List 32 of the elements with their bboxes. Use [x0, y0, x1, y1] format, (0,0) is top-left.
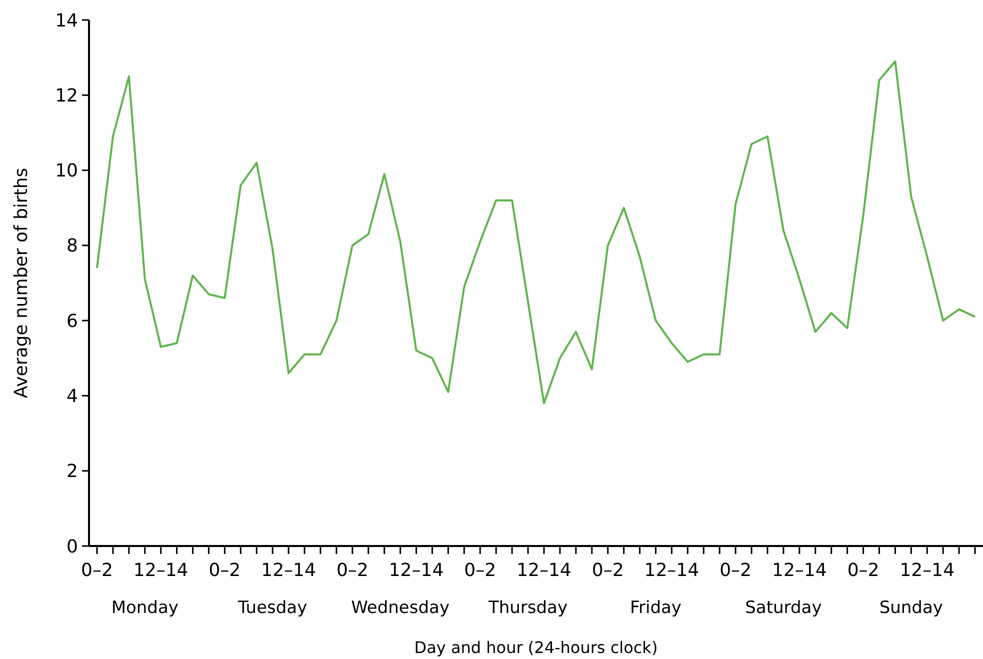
x-tick-label: 12–14 — [772, 560, 827, 581]
x-tick-label: 0–2 — [847, 560, 880, 581]
x-tick-label: 0–2 — [208, 560, 241, 581]
text: Wednesday — [351, 598, 450, 618]
y-tick-label: 0 — [66, 536, 78, 558]
y-tick-label: 4 — [66, 386, 78, 408]
x-tick-label: 0–2 — [720, 560, 752, 581]
x-tick-label: 12–14 — [261, 560, 316, 581]
x-tick-label: 12–14 — [388, 560, 444, 581]
x-axis-title: Day and hour (24-hours clock) — [414, 638, 658, 657]
x-tick-label: 0–2 — [464, 560, 496, 581]
text: Friday — [630, 598, 682, 618]
y-tick-label: 10 — [55, 160, 78, 182]
y-tick-label: 12 — [55, 85, 78, 106]
line-series — [96, 60, 976, 404]
text: Monday — [111, 598, 178, 618]
x-tick-label: 12–14 — [900, 560, 955, 581]
x-tick-label: 0–2 — [336, 560, 368, 581]
text: Thursday — [487, 598, 568, 618]
text: Tuesday — [237, 598, 308, 618]
x-tick-label: 12–14 — [644, 560, 700, 581]
y-tick-label: 6 — [66, 310, 78, 332]
y-tick-label: 14 — [55, 10, 78, 32]
text: Sunday — [879, 598, 943, 618]
x-tick-label: 12–14 — [133, 560, 188, 581]
y-tick-label: 8 — [66, 236, 78, 257]
x-tick-label: 0–2 — [81, 560, 113, 581]
y-axis-title: Average number of births — [11, 168, 32, 398]
x-tick-label: 0–2 — [592, 560, 624, 581]
text: Saturday — [745, 598, 822, 618]
y-tick-label: 2 — [66, 461, 78, 482]
x-tick-label: 12–14 — [516, 560, 572, 581]
